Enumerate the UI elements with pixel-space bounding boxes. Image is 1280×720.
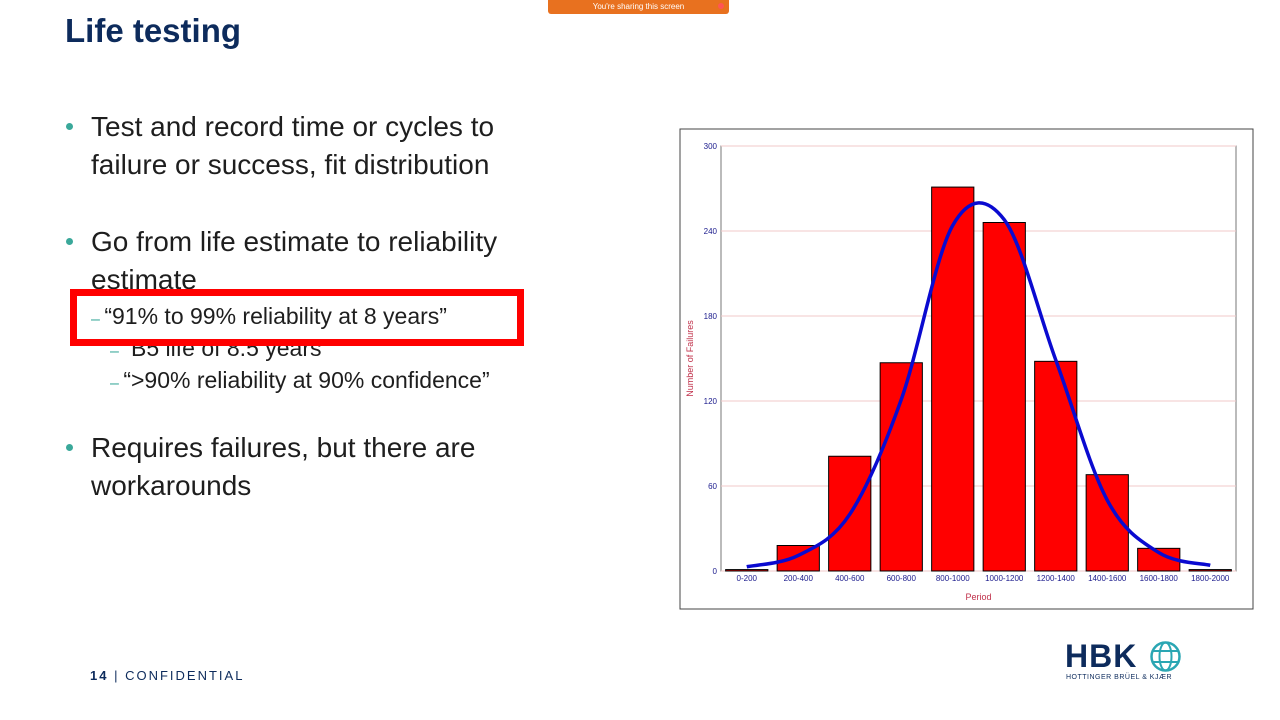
chart: 0 60 120 180 240 300 Number of Failures Period 0… (679, 128, 1254, 610)
x-axis-label: Period (965, 592, 991, 602)
bar (1188, 569, 1232, 572)
sub-bullet-text: “>90% reliability at 90% confidence” (123, 367, 490, 393)
x-tick-label: 800-1000 (936, 574, 970, 583)
y-axis-label: Number of Failures (685, 320, 695, 397)
bullet-dot (66, 238, 73, 245)
highlight-box (70, 289, 524, 346)
bullet: Go from life estimate to reliability est… (91, 226, 498, 295)
y-tick-label: 180 (704, 312, 718, 321)
y-tick-label: 0 (713, 567, 718, 576)
bar (879, 362, 923, 572)
footer: 14 | CONFIDENTIAL (90, 668, 245, 683)
y-tick-label: 300 (704, 142, 718, 151)
bar (1034, 360, 1078, 572)
logo-subtitle: HOTTINGER BRÜEL & KJÆR (1066, 674, 1173, 681)
sub-bullet: – “91% to 99% reliability at 8 years” (91, 303, 447, 329)
slide-title: Life testing (65, 12, 242, 49)
logo-globe (1150, 641, 1181, 672)
sub-bullet-text: “91% to 99% reliability at 8 years” (104, 303, 447, 329)
y-tick-label: 120 (704, 397, 718, 406)
bar (982, 222, 1026, 572)
bar (725, 569, 769, 572)
x-tick-label: 1200-1400 (1037, 574, 1076, 583)
x-tick-label: 1000-1200 (985, 574, 1024, 583)
footer-text: CONFIDENTIAL (125, 668, 245, 683)
fit-curve (746, 201, 1211, 569)
x-tick-label: 400-600 (835, 574, 865, 583)
x-tick-label: 1800-2000 (1191, 574, 1230, 583)
share-banner: You're sharing this screen (548, 0, 729, 14)
x-tick-label: 200-400 (784, 574, 814, 583)
plot-area (720, 145, 1237, 572)
x-tick-label: 600-800 (887, 574, 917, 583)
bullet-dot (66, 444, 73, 451)
y-tick-label: 240 (704, 227, 718, 236)
bullet: Requires failures, but there are workaro… (91, 432, 476, 501)
bullet: Test and record time or cycles to failur… (91, 111, 495, 180)
bullet-dot (66, 123, 73, 130)
y-tick-label: 60 (708, 482, 717, 491)
page-number: 14 (90, 668, 109, 683)
stop-share[interactable] (718, 3, 724, 9)
bar (931, 186, 975, 572)
x-tick-label: 1400-1600 (1088, 574, 1127, 583)
sub-bullet: – “>90% reliability at 90% confidence” (110, 367, 490, 393)
share-banner-text: You're sharing this screen (592, 2, 685, 11)
x-tick-label: 1600-1800 (1140, 574, 1179, 583)
x-tick-label: 0-200 (737, 574, 758, 583)
logo: HBK (1065, 638, 1138, 674)
